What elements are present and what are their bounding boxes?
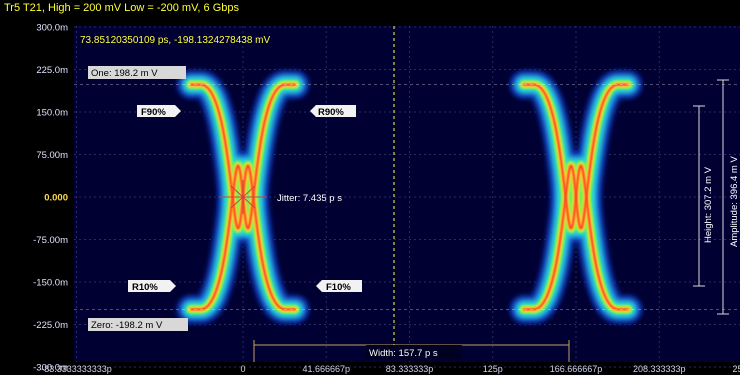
eye-trace [522,83,630,311]
y-tick-label: 300.0m [36,23,68,34]
x-tick-label: 208.333333p [633,364,686,374]
height-text: Height: 307.2 m V [703,166,714,243]
f90-text: F90% [141,107,166,118]
y-tick-label: -300.0m [33,363,68,374]
f10-text: F10% [326,282,351,293]
one-level-label: One: 198.2 m V [88,66,186,79]
one-level-text: One: 198.2 m V [91,68,158,79]
y-axis-labels: 300.0m 225.0m 150.0m 75.00m 0.000 -75.00m -150… [33,23,68,374]
x-tick-label: 250p [732,364,740,374]
x-tick-label: -83.3333333333p [41,364,112,374]
width-text: Width: 157.7 p s [369,348,438,359]
y-tick-label: 0.000 [44,193,68,204]
cursor-readout: 73.85120350109 ps, -198.1324278438 mV [80,35,270,46]
f90-tag: F90% [137,105,181,118]
amplitude-measurement [717,79,729,315]
x-tick-label: 41.666667p [302,364,350,374]
f10-tag: F10% [316,280,362,293]
y-tick-label: 225.0m [36,65,68,76]
x-tick-label: 166.666667p [550,364,603,374]
zero-level-text: Zero: -198.2 m V [91,320,163,331]
x-tick-label: 83.333333p [386,364,434,374]
y-tick-label: 150.0m [36,108,68,119]
r10-tag: R10% [128,280,176,293]
x-tick-label: 0 [240,364,245,374]
amplitude-text: Amplitude: 396.4 m V [729,156,740,247]
y-tick-label: -75.00m [33,235,68,246]
jitter-text: Jitter: 7.435 p s [277,193,342,204]
x-tick-label: 125p [483,364,503,374]
r10-text: R10% [132,282,158,293]
y-tick-label: -150.0m [33,278,68,289]
y-tick-label: -225.0m [33,320,68,331]
zero-level-label: Zero: -198.2 m V [88,318,188,331]
y-tick-label: 75.00m [36,150,68,161]
r90-text: R90% [318,107,344,118]
height-measurement [693,105,705,287]
r90-tag: R90% [310,105,356,118]
x-axis-labels: -83.3333333333p 0 41.666667p 83.333333p 125p… [41,364,740,374]
trace-title: Tr5 T21, High = 200 mV Low = -200 mV, 6 … [4,2,239,14]
jitter-marker [219,180,267,214]
